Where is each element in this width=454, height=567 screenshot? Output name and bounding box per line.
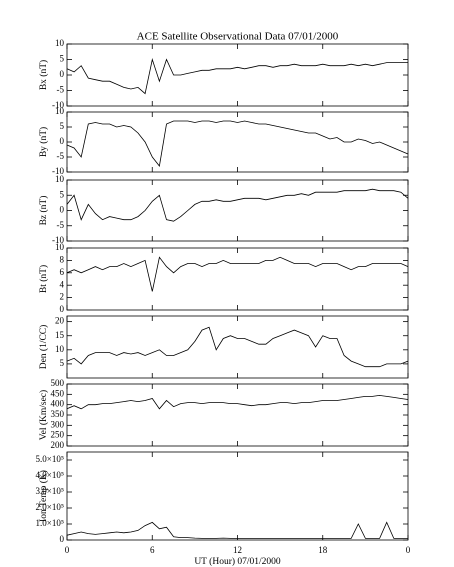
- y-tick-label: 4.0×10⁵: [36, 470, 64, 480]
- y-tick-label: -10: [52, 235, 64, 245]
- y-tick-label: 10: [55, 242, 65, 252]
- x-tick-label: 0: [65, 545, 70, 555]
- y-tick-label: 450: [51, 388, 65, 398]
- y-tick-label: 5: [60, 189, 65, 199]
- y-tick-label: 2: [60, 292, 65, 302]
- plot-frame: [66, 315, 409, 379]
- y-axis-label: Bz (nT): [38, 196, 49, 226]
- y-tick-label: -10: [52, 100, 64, 110]
- y-tick-label: 300: [51, 419, 65, 429]
- y-tick-label: 5: [60, 121, 65, 131]
- y-tick-label: 400: [51, 399, 65, 409]
- data-line: [66, 394, 409, 410]
- y-tick-label: 10: [55, 38, 65, 48]
- y-tick-label: 20: [55, 316, 65, 326]
- y-tick-label: 4: [60, 279, 65, 289]
- data-line: [66, 188, 409, 222]
- y-tick-label: -5: [57, 220, 65, 230]
- y-tick-label: -5: [57, 151, 65, 161]
- plot-frame: [66, 43, 409, 107]
- y-tick-label: 8: [60, 254, 65, 264]
- y-tick-label: 10: [55, 174, 65, 184]
- y-tick-label: 3.0×10⁵: [36, 486, 64, 496]
- chart-title: ACE Satellite Observational Data 07/01/2…: [137, 31, 339, 43]
- y-tick-label: 5: [60, 54, 65, 64]
- y-tick-label: 10: [55, 106, 65, 116]
- y-tick-label: 250: [51, 430, 65, 440]
- y-tick-label: 2.0×10⁵: [36, 502, 64, 512]
- x-axis-label: UT (Hour) 07/01/2000: [194, 556, 281, 567]
- y-tick-label: 0: [60, 136, 65, 146]
- x-tick-label: 12: [233, 545, 242, 555]
- y-tick-label: 6: [60, 267, 65, 277]
- y-tick-label: 5.0×10⁵: [36, 454, 64, 464]
- y-tick-label: 350: [51, 409, 65, 419]
- y-tick-label: 10: [55, 344, 65, 354]
- plot-frame: [66, 111, 409, 173]
- data-line: [66, 326, 409, 368]
- y-tick-label: 0: [60, 534, 65, 544]
- plot-frame: [66, 383, 409, 447]
- y-tick-label: 500: [51, 378, 65, 388]
- y-axis-label: Bx (nT): [38, 60, 49, 90]
- y-tick-label: -5: [57, 85, 65, 95]
- x-tick-label: 6: [150, 545, 155, 555]
- y-tick-label: 0: [60, 205, 65, 215]
- data-line: [66, 256, 409, 292]
- x-tick-label: 18: [318, 545, 328, 555]
- y-tick-label: 1.0×10⁵: [36, 518, 64, 528]
- y-axis-label: By (nT): [38, 127, 49, 157]
- y-tick-label: 0: [60, 304, 65, 314]
- y-axis-label: Ion Temp (K): [38, 470, 49, 522]
- data-line: [66, 120, 409, 167]
- y-tick-label: 5: [60, 358, 65, 368]
- x-tick-label: 0: [406, 545, 411, 555]
- plot-frame: [66, 179, 409, 242]
- y-axis-label: Bt (nT): [38, 265, 49, 293]
- y-axis-label: Vel (Km/sec): [38, 390, 49, 440]
- y-tick-label: 200: [51, 440, 65, 450]
- data-line: [66, 521, 408, 539]
- y-axis-label: Den (1/CC): [38, 325, 49, 370]
- y-tick-label: -10: [52, 166, 64, 176]
- y-tick-label: 15: [55, 330, 65, 340]
- data-line: [66, 57, 408, 95]
- y-tick-label: 0: [60, 69, 65, 79]
- plot-frame: [66, 247, 409, 311]
